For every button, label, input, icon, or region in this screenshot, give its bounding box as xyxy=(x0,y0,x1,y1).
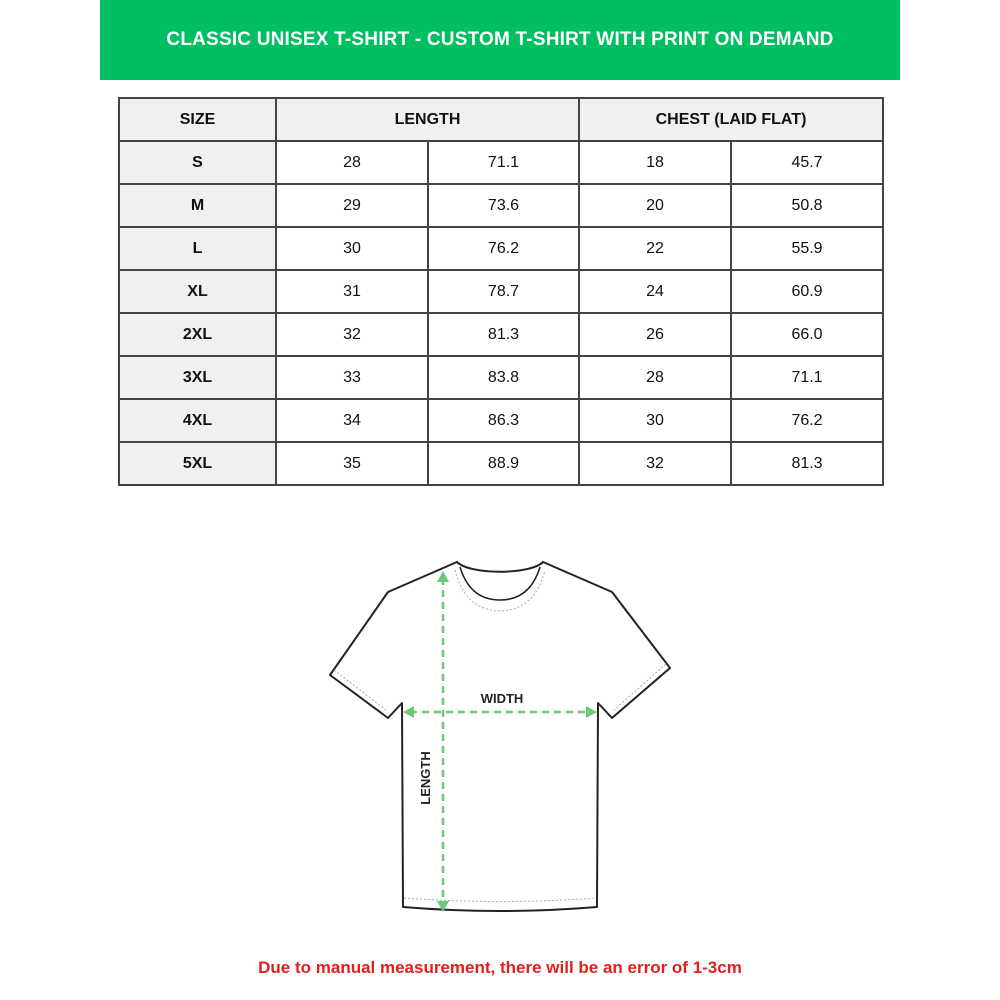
length-label: LENGTH xyxy=(418,751,433,804)
cell-chest-cm: 45.7 xyxy=(729,140,885,185)
cell-size: 4XL xyxy=(118,398,277,443)
cell-chest-in: 28 xyxy=(578,355,732,400)
arrow-up-icon xyxy=(437,571,449,582)
cell-size: 2XL xyxy=(118,312,277,357)
table-header-row: SIZE LENGTH CHEST (LAID FLAT) xyxy=(118,97,885,142)
cell-chest-in: 32 xyxy=(578,441,732,486)
cell-length-cm: 76.2 xyxy=(427,226,580,271)
cell-size: 5XL xyxy=(118,441,277,486)
cell-length-cm: 78.7 xyxy=(427,269,580,314)
header-chest: CHEST (LAID FLAT) xyxy=(577,97,885,142)
cell-size: L xyxy=(118,226,277,271)
cell-size: 3XL xyxy=(118,355,277,400)
cell-chest-in: 26 xyxy=(578,312,732,357)
cell-chest-in: 20 xyxy=(578,183,732,228)
table-row: XL 31 78.7 24 60.9 xyxy=(118,269,885,314)
cell-length-cm: 71.1 xyxy=(427,140,580,185)
cell-chest-cm: 76.2 xyxy=(729,398,885,443)
cell-length-cm: 81.3 xyxy=(427,312,580,357)
cell-size: S xyxy=(118,140,277,185)
cell-length-in: 32 xyxy=(275,312,429,357)
neckline xyxy=(459,566,541,601)
header-length: LENGTH xyxy=(275,97,580,142)
table-row: L 30 76.2 22 55.9 xyxy=(118,226,885,271)
cell-length-cm: 88.9 xyxy=(427,441,580,486)
width-label: WIDTH xyxy=(481,691,524,706)
cell-chest-cm: 60.9 xyxy=(729,269,885,314)
measure-lines xyxy=(410,578,590,905)
cell-length-in: 30 xyxy=(275,226,429,271)
neck-stitch xyxy=(454,569,546,612)
table-row: M 29 73.6 20 50.8 xyxy=(118,183,885,228)
cell-length-cm: 86.3 xyxy=(427,398,580,443)
cell-chest-in: 24 xyxy=(578,269,732,314)
cell-chest-in: 22 xyxy=(578,226,732,271)
hem-stitch xyxy=(333,663,667,902)
cell-length-in: 29 xyxy=(275,183,429,228)
cell-chest-cm: 50.8 xyxy=(729,183,885,228)
arrow-down-icon xyxy=(437,901,449,912)
cell-length-in: 31 xyxy=(275,269,429,314)
arrow-right-icon xyxy=(586,706,597,718)
cell-chest-cm: 71.1 xyxy=(729,355,885,400)
arrow-left-icon xyxy=(403,706,414,718)
cell-length-in: 34 xyxy=(275,398,429,443)
cell-size: M xyxy=(118,183,277,228)
title-banner: CLASSIC UNISEX T-SHIRT - CUSTOM T-SHIRT … xyxy=(100,0,900,80)
tshirt-outline xyxy=(329,561,671,912)
header-size: SIZE xyxy=(118,97,277,142)
cell-length-in: 35 xyxy=(275,441,429,486)
arrow-heads xyxy=(403,571,597,912)
cell-length-in: 28 xyxy=(275,140,429,185)
cell-chest-in: 30 xyxy=(578,398,732,443)
page-title: CLASSIC UNISEX T-SHIRT - CUSTOM T-SHIRT … xyxy=(166,29,834,50)
table-row: 5XL 35 88.9 32 81.3 xyxy=(118,441,885,486)
size-chart-table: SIZE LENGTH CHEST (LAID FLAT) S 28 71.1 18 4… xyxy=(118,97,885,486)
cell-chest-cm: 66.0 xyxy=(729,312,885,357)
table-row: S 28 71.1 18 45.7 xyxy=(118,140,885,185)
cell-size: XL xyxy=(118,269,277,314)
cell-chest-in: 18 xyxy=(578,140,732,185)
cell-chest-cm: 55.9 xyxy=(729,226,885,271)
table-row: 2XL 32 81.3 26 66.0 xyxy=(118,312,885,357)
cell-length-cm: 83.8 xyxy=(427,355,580,400)
table-row: 3XL 33 83.8 28 71.1 xyxy=(118,355,885,400)
cell-length-cm: 73.6 xyxy=(427,183,580,228)
measurement-note: Due to manual measurement, there will be… xyxy=(258,958,742,977)
table-row: 4XL 34 86.3 30 76.2 xyxy=(118,398,885,443)
cell-length-in: 33 xyxy=(275,355,429,400)
cell-chest-cm: 81.3 xyxy=(729,441,885,486)
